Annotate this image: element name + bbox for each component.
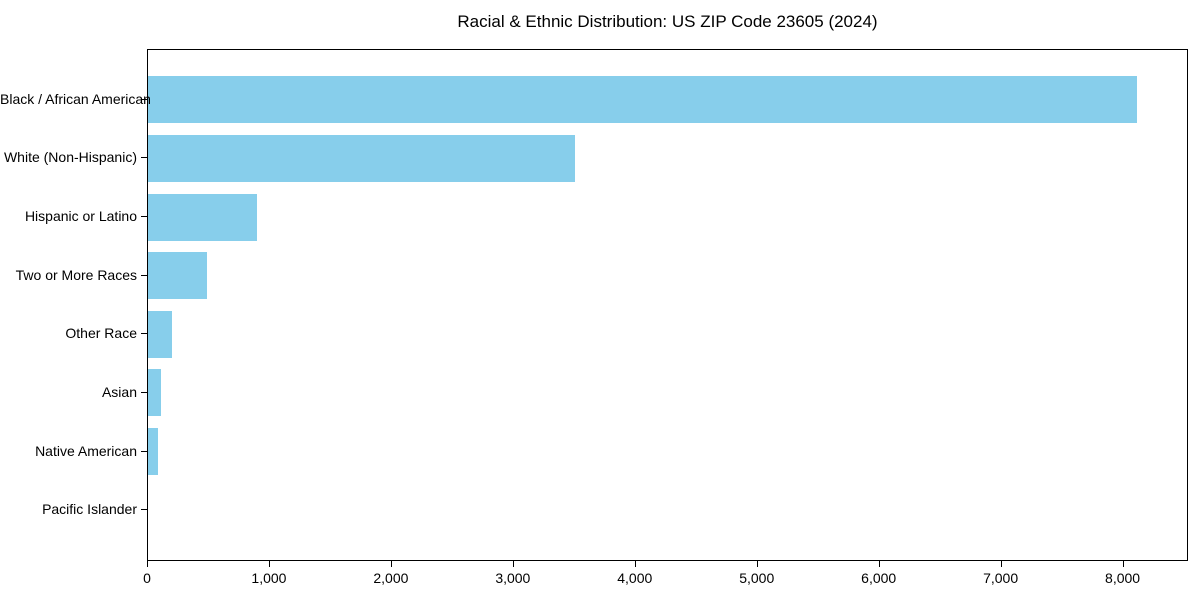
x-axis-tick [147, 561, 148, 567]
bar [148, 135, 575, 182]
x-axis-tick-label: 3,000 [495, 570, 531, 586]
x-axis-tick-label: 4,000 [617, 570, 653, 586]
x-axis-tick [1000, 561, 1002, 567]
y-axis-label: White (Non-Hispanic) [3, 149, 137, 166]
y-axis-label: Asian [101, 383, 137, 400]
y-axis-tick [141, 509, 147, 511]
plot-area [147, 49, 1188, 561]
y-axis-tick [141, 333, 147, 335]
x-axis-tick [512, 561, 514, 567]
x-axis-tick-label: 5,000 [739, 570, 775, 586]
bar [148, 310, 173, 358]
x-axis-tick [878, 561, 880, 567]
x-axis-tick [756, 561, 758, 567]
y-axis-label: Other Race [65, 325, 137, 342]
x-axis-tick-label: 8,000 [1105, 570, 1141, 586]
x-axis-tick [634, 561, 636, 567]
y-axis-label: Native American [35, 442, 137, 459]
x-axis-tick-label: 1,000 [251, 570, 287, 586]
bar [148, 76, 1137, 124]
y-axis-label: Pacific Islander [42, 501, 137, 518]
y-axis-label: Hispanic or Latino [24, 208, 137, 225]
y-axis-tick [141, 98, 147, 100]
y-axis-tick [141, 274, 147, 276]
x-axis-tick [268, 561, 270, 567]
bar [148, 369, 161, 417]
y-axis-tick [141, 391, 147, 393]
bar [148, 193, 257, 241]
x-axis-tick [390, 561, 392, 567]
y-axis-label: Black / African American [0, 90, 151, 107]
x-axis-tick-label: 6,000 [861, 570, 897, 586]
bar [148, 428, 158, 475]
y-axis-tick [141, 216, 147, 218]
x-axis-tick-label: 7,000 [983, 570, 1019, 586]
chart-title: Racial & Ethnic Distribution: US ZIP Cod… [457, 12, 878, 31]
bar [148, 252, 208, 300]
y-axis-tick [141, 157, 147, 159]
x-axis-tick-label: 2,000 [373, 570, 409, 586]
x-axis-tick [1122, 561, 1124, 567]
y-axis-label: Two or More Races [15, 266, 137, 283]
y-axis-tick [141, 450, 147, 452]
x-axis-tick-label: 0 [143, 570, 151, 586]
